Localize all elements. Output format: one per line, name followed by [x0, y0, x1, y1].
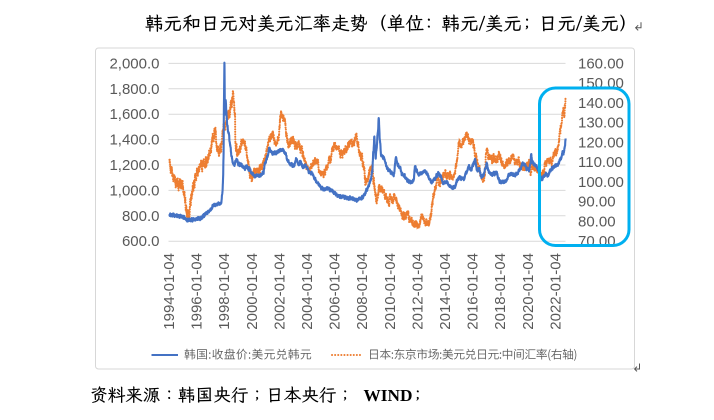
- svg-text:2002-01-04: 2002-01-04: [271, 253, 288, 330]
- svg-text:2020-01-04: 2020-01-04: [520, 253, 537, 330]
- svg-text:2018-01-04: 2018-01-04: [492, 253, 509, 330]
- svg-text:1,200.0: 1,200.0: [109, 157, 159, 174]
- svg-text:2012-01-04: 2012-01-04: [409, 253, 426, 330]
- svg-text:1,400.0: 1,400.0: [109, 132, 159, 149]
- svg-text:2010-01-04: 2010-01-04: [382, 253, 399, 330]
- svg-text:70.00: 70.00: [578, 233, 616, 250]
- svg-text:1994-01-04: 1994-01-04: [161, 253, 178, 330]
- svg-text:2014-01-04: 2014-01-04: [437, 253, 454, 330]
- svg-text:140.00: 140.00: [578, 95, 624, 112]
- svg-text:2022-01-04: 2022-01-04: [547, 253, 564, 330]
- svg-text:1996-01-04: 1996-01-04: [189, 253, 206, 330]
- svg-text:WIND: WIND: [364, 386, 413, 405]
- svg-text:130.00: 130.00: [578, 115, 624, 132]
- svg-text:90.00: 90.00: [578, 194, 616, 211]
- svg-text:2016-01-04: 2016-01-04: [465, 253, 482, 330]
- svg-text:1,800.0: 1,800.0: [109, 81, 159, 98]
- svg-text:2,000.0: 2,000.0: [109, 55, 159, 72]
- svg-text:120.00: 120.00: [578, 134, 624, 151]
- svg-text:1998-01-04: 1998-01-04: [216, 253, 233, 330]
- svg-text:2000-01-04: 2000-01-04: [244, 253, 261, 330]
- svg-text:160.00: 160.00: [578, 55, 624, 72]
- svg-text:110.00: 110.00: [578, 154, 623, 171]
- svg-text:2006-01-04: 2006-01-04: [327, 253, 344, 330]
- svg-text:800.0: 800.0: [122, 208, 160, 225]
- svg-text:80.00: 80.00: [578, 213, 616, 230]
- svg-text:600.0: 600.0: [122, 233, 160, 250]
- svg-text:100.00: 100.00: [578, 174, 624, 191]
- svg-text:2008-01-04: 2008-01-04: [354, 253, 371, 330]
- svg-text:1,600.0: 1,600.0: [109, 106, 159, 123]
- svg-text:1,000.0: 1,000.0: [109, 182, 159, 199]
- svg-text:2004-01-04: 2004-01-04: [299, 253, 316, 330]
